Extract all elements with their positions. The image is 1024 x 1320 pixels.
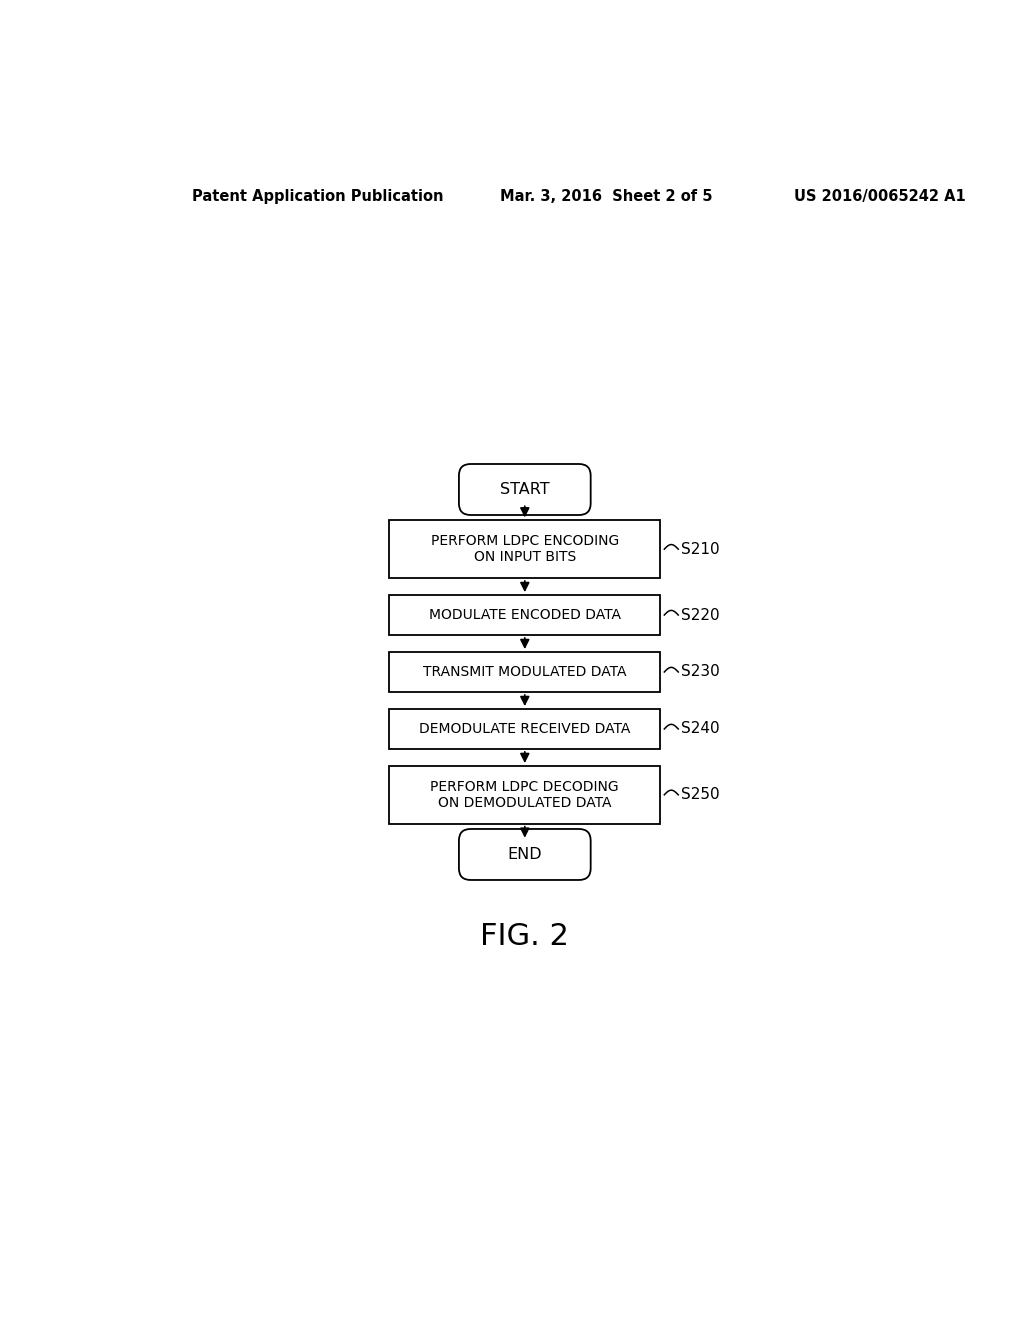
Text: Patent Application Publication: Patent Application Publication xyxy=(191,189,443,205)
Text: START: START xyxy=(500,482,550,498)
Bar xyxy=(389,652,660,692)
FancyBboxPatch shape xyxy=(459,829,591,880)
Bar xyxy=(389,595,660,635)
Text: US 2016/0065242 A1: US 2016/0065242 A1 xyxy=(795,189,967,205)
Text: PERFORM LDPC DECODING
ON DEMODULATED DATA: PERFORM LDPC DECODING ON DEMODULATED DAT… xyxy=(430,780,620,810)
FancyBboxPatch shape xyxy=(459,465,591,515)
Text: MODULATE ENCODED DATA: MODULATE ENCODED DATA xyxy=(429,609,621,622)
Text: Mar. 3, 2016  Sheet 2 of 5: Mar. 3, 2016 Sheet 2 of 5 xyxy=(500,189,713,205)
Text: DEMODULATE RECEIVED DATA: DEMODULATE RECEIVED DATA xyxy=(419,722,631,737)
Text: S240: S240 xyxy=(681,722,720,737)
Text: END: END xyxy=(508,847,542,862)
Text: TRANSMIT MODULATED DATA: TRANSMIT MODULATED DATA xyxy=(423,665,627,678)
Text: S220: S220 xyxy=(681,607,720,623)
Text: S230: S230 xyxy=(681,664,720,680)
Text: PERFORM LDPC ENCODING
ON INPUT BITS: PERFORM LDPC ENCODING ON INPUT BITS xyxy=(431,535,618,564)
Text: S210: S210 xyxy=(681,541,720,557)
Text: FIG. 2: FIG. 2 xyxy=(480,921,569,950)
Bar xyxy=(389,709,660,748)
Bar xyxy=(389,766,660,824)
Text: S250: S250 xyxy=(681,787,720,803)
Bar xyxy=(389,520,660,578)
